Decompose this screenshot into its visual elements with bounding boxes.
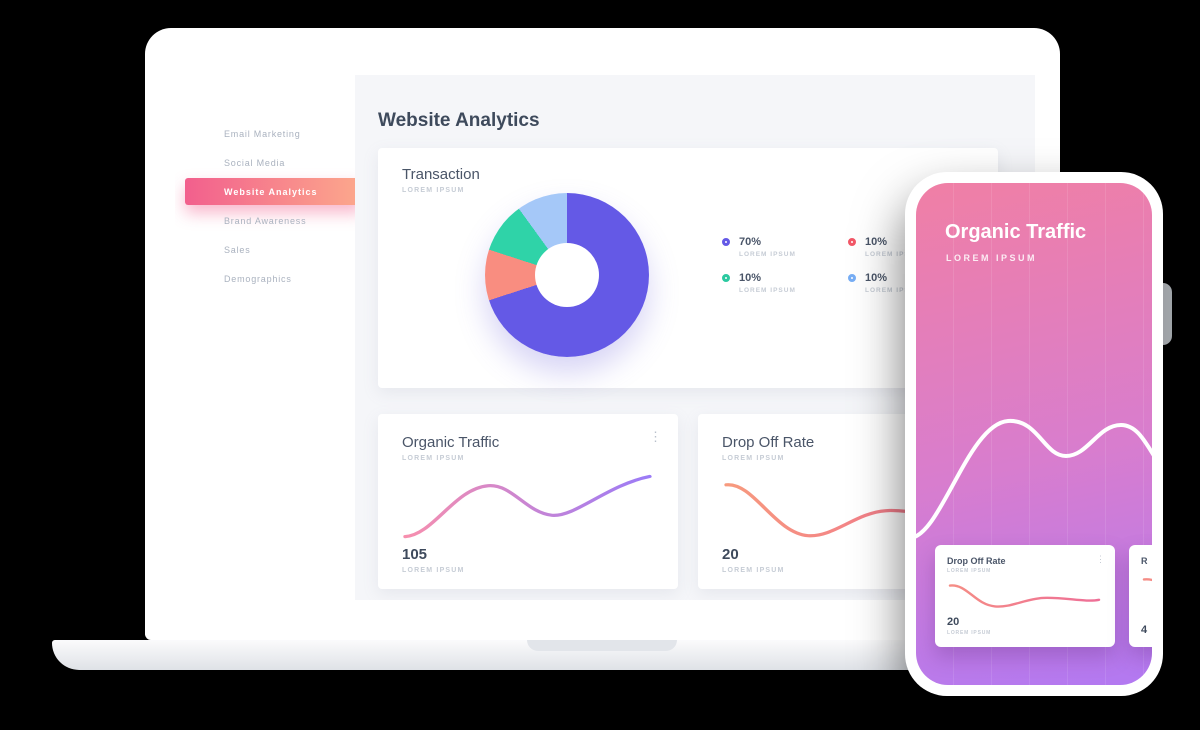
- donut-legend: 70% LOREM IPSUM 10% LOREM IPSUM: [722, 236, 974, 294]
- phone-drop-off-subtitle: LOREM IPSUM: [947, 568, 992, 574]
- kebab-menu-icon[interactable]: ⋮: [649, 429, 662, 444]
- organic-traffic-title: Organic Traffic: [402, 434, 500, 451]
- legend-item: 10% LOREM IPSUM: [848, 272, 974, 294]
- drop-off-rate-title: Drop Off Rate: [722, 434, 815, 451]
- organic-traffic-value: 105: [402, 546, 428, 563]
- drop-off-rate-value-label: LOREM IPSUM: [722, 567, 785, 574]
- transaction-card: Transaction LOREM IPSUM 70% LOREM IPSUM: [378, 148, 998, 388]
- phone-drop-off-value-label: LOREM IPSUM: [947, 630, 992, 636]
- legend-item: 10% LOREM IPSUM: [722, 272, 848, 294]
- legend-value: 10%: [739, 272, 762, 284]
- kebab-menu-icon[interactable]: ⋮: [1096, 554, 1105, 564]
- organic-traffic-line-chart: [403, 474, 652, 539]
- phone-drop-off-value: 20: [947, 616, 960, 628]
- sidebar-item-demographics[interactable]: Demographics: [224, 273, 292, 284]
- sidebar-item-social-media[interactable]: Social Media: [224, 157, 286, 168]
- phone-organic-traffic-chart: [916, 418, 1152, 539]
- phone-page-title: Organic Traffic: [945, 221, 1087, 243]
- phone-device: Organic Traffic LOREM IPSUM Drop Off Rat…: [905, 172, 1163, 696]
- phone-partial-card-title: R: [1141, 556, 1148, 566]
- legend-label: LOREM IPSUM: [739, 287, 796, 294]
- legend-value: 70%: [739, 236, 762, 248]
- phone-page-subtitle: LOREM IPSUM: [946, 253, 1038, 263]
- organic-traffic-subtitle: LOREM IPSUM: [402, 455, 465, 462]
- phone-partial-mini-chart: [1142, 578, 1152, 582]
- phone-screen: Organic Traffic LOREM IPSUM Drop Off Rat…: [916, 183, 1152, 685]
- sidebar: Email Marketing Social Media Website Ana…: [175, 75, 363, 600]
- phone-drop-off-title: Drop Off Rate: [947, 556, 1006, 566]
- transaction-card-title: Transaction: [402, 166, 480, 183]
- phone-partial-card-value: 4: [1141, 624, 1148, 636]
- legend-label: LOREM IPSUM: [865, 287, 922, 294]
- sidebar-item-brand-awareness[interactable]: Brand Awareness: [224, 215, 307, 226]
- organic-traffic-card: Organic Traffic LOREM IPSUM ⋮ 105: [378, 414, 678, 589]
- phone-cards-row: Drop Off Rate LOREM IPSUM ⋮ 20 LOREM IPS…: [935, 545, 1152, 647]
- phone-partial-card: R 4: [1129, 545, 1152, 647]
- legend-ring-icon: [722, 274, 730, 282]
- organic-traffic-value-label: LOREM IPSUM: [402, 567, 465, 574]
- transaction-card-subtitle: LOREM IPSUM: [402, 187, 465, 194]
- drop-off-rate-subtitle: LOREM IPSUM: [722, 455, 785, 462]
- dashboard-main: Website Analytics Transaction LOREM IPSU…: [355, 75, 1035, 600]
- legend-label: LOREM IPSUM: [865, 251, 922, 258]
- transaction-donut-chart: [485, 193, 649, 357]
- phone-drop-off-mini-chart: [948, 584, 1101, 608]
- legend-item: 10% LOREM IPSUM: [848, 236, 974, 258]
- legend-item: 70% LOREM IPSUM: [722, 236, 848, 258]
- legend-ring-icon: [848, 274, 856, 282]
- sidebar-item-sales[interactable]: Sales: [224, 244, 251, 255]
- drop-off-rate-value: 20: [722, 546, 739, 563]
- legend-label: LOREM IPSUM: [739, 251, 796, 258]
- legend-ring-icon: [722, 238, 730, 246]
- legend-value: 10%: [865, 272, 888, 284]
- sidebar-item-email-marketing[interactable]: Email Marketing: [224, 128, 301, 139]
- page-title: Website Analytics: [378, 110, 540, 131]
- legend-value: 10%: [865, 236, 888, 248]
- legend-ring-icon: [848, 238, 856, 246]
- sidebar-item-website-analytics[interactable]: Website Analytics: [185, 178, 363, 205]
- phone-drop-off-card: Drop Off Rate LOREM IPSUM ⋮ 20 LOREM IPS…: [935, 545, 1115, 647]
- laptop-screen: Email Marketing Social Media Website Ana…: [175, 75, 1035, 600]
